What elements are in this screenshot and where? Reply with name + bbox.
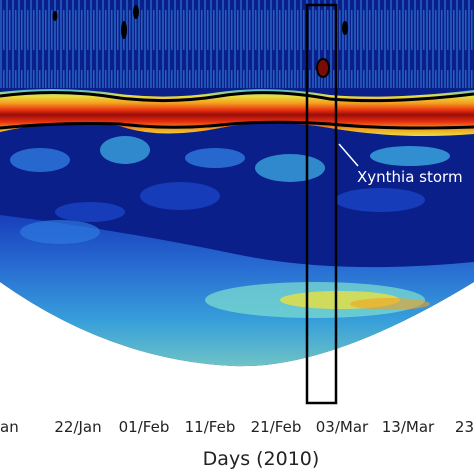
x-tick-label: 01/Feb <box>119 418 170 436</box>
x-axis-ticks: an 22/Jan 01/Feb 11/Feb 21/Feb 03/Mar 13/Mar 23 <box>0 418 474 436</box>
mid-frequency-blobs <box>10 136 450 222</box>
high-frequency-noise <box>0 0 474 88</box>
xynthia-highlight-window <box>305 3 338 405</box>
significance-contour-bottom <box>0 120 474 130</box>
x-tick-label: 11/Feb <box>185 418 236 436</box>
bottom-low-frequency-blobs <box>0 215 474 367</box>
x-tick-label: 03/Mar <box>316 418 369 436</box>
xynthia-annotation: Xynthia storm <box>338 143 463 186</box>
x-tick-label: 23 <box>455 418 474 436</box>
x-tick-label: 13/Mar <box>382 418 435 436</box>
x-tick-label: an <box>0 418 19 436</box>
significance-contour-top <box>0 90 474 103</box>
cone-of-influence-region <box>0 0 474 367</box>
significance-spots <box>52 5 348 78</box>
annotation-label: Xynthia storm <box>357 168 463 186</box>
x-axis-label: Days (2010) <box>203 448 320 470</box>
annotation-leader-line <box>338 143 359 167</box>
x-tick-label: 22/Jan <box>54 418 101 436</box>
x-tick-label: 21/Feb <box>251 418 302 436</box>
